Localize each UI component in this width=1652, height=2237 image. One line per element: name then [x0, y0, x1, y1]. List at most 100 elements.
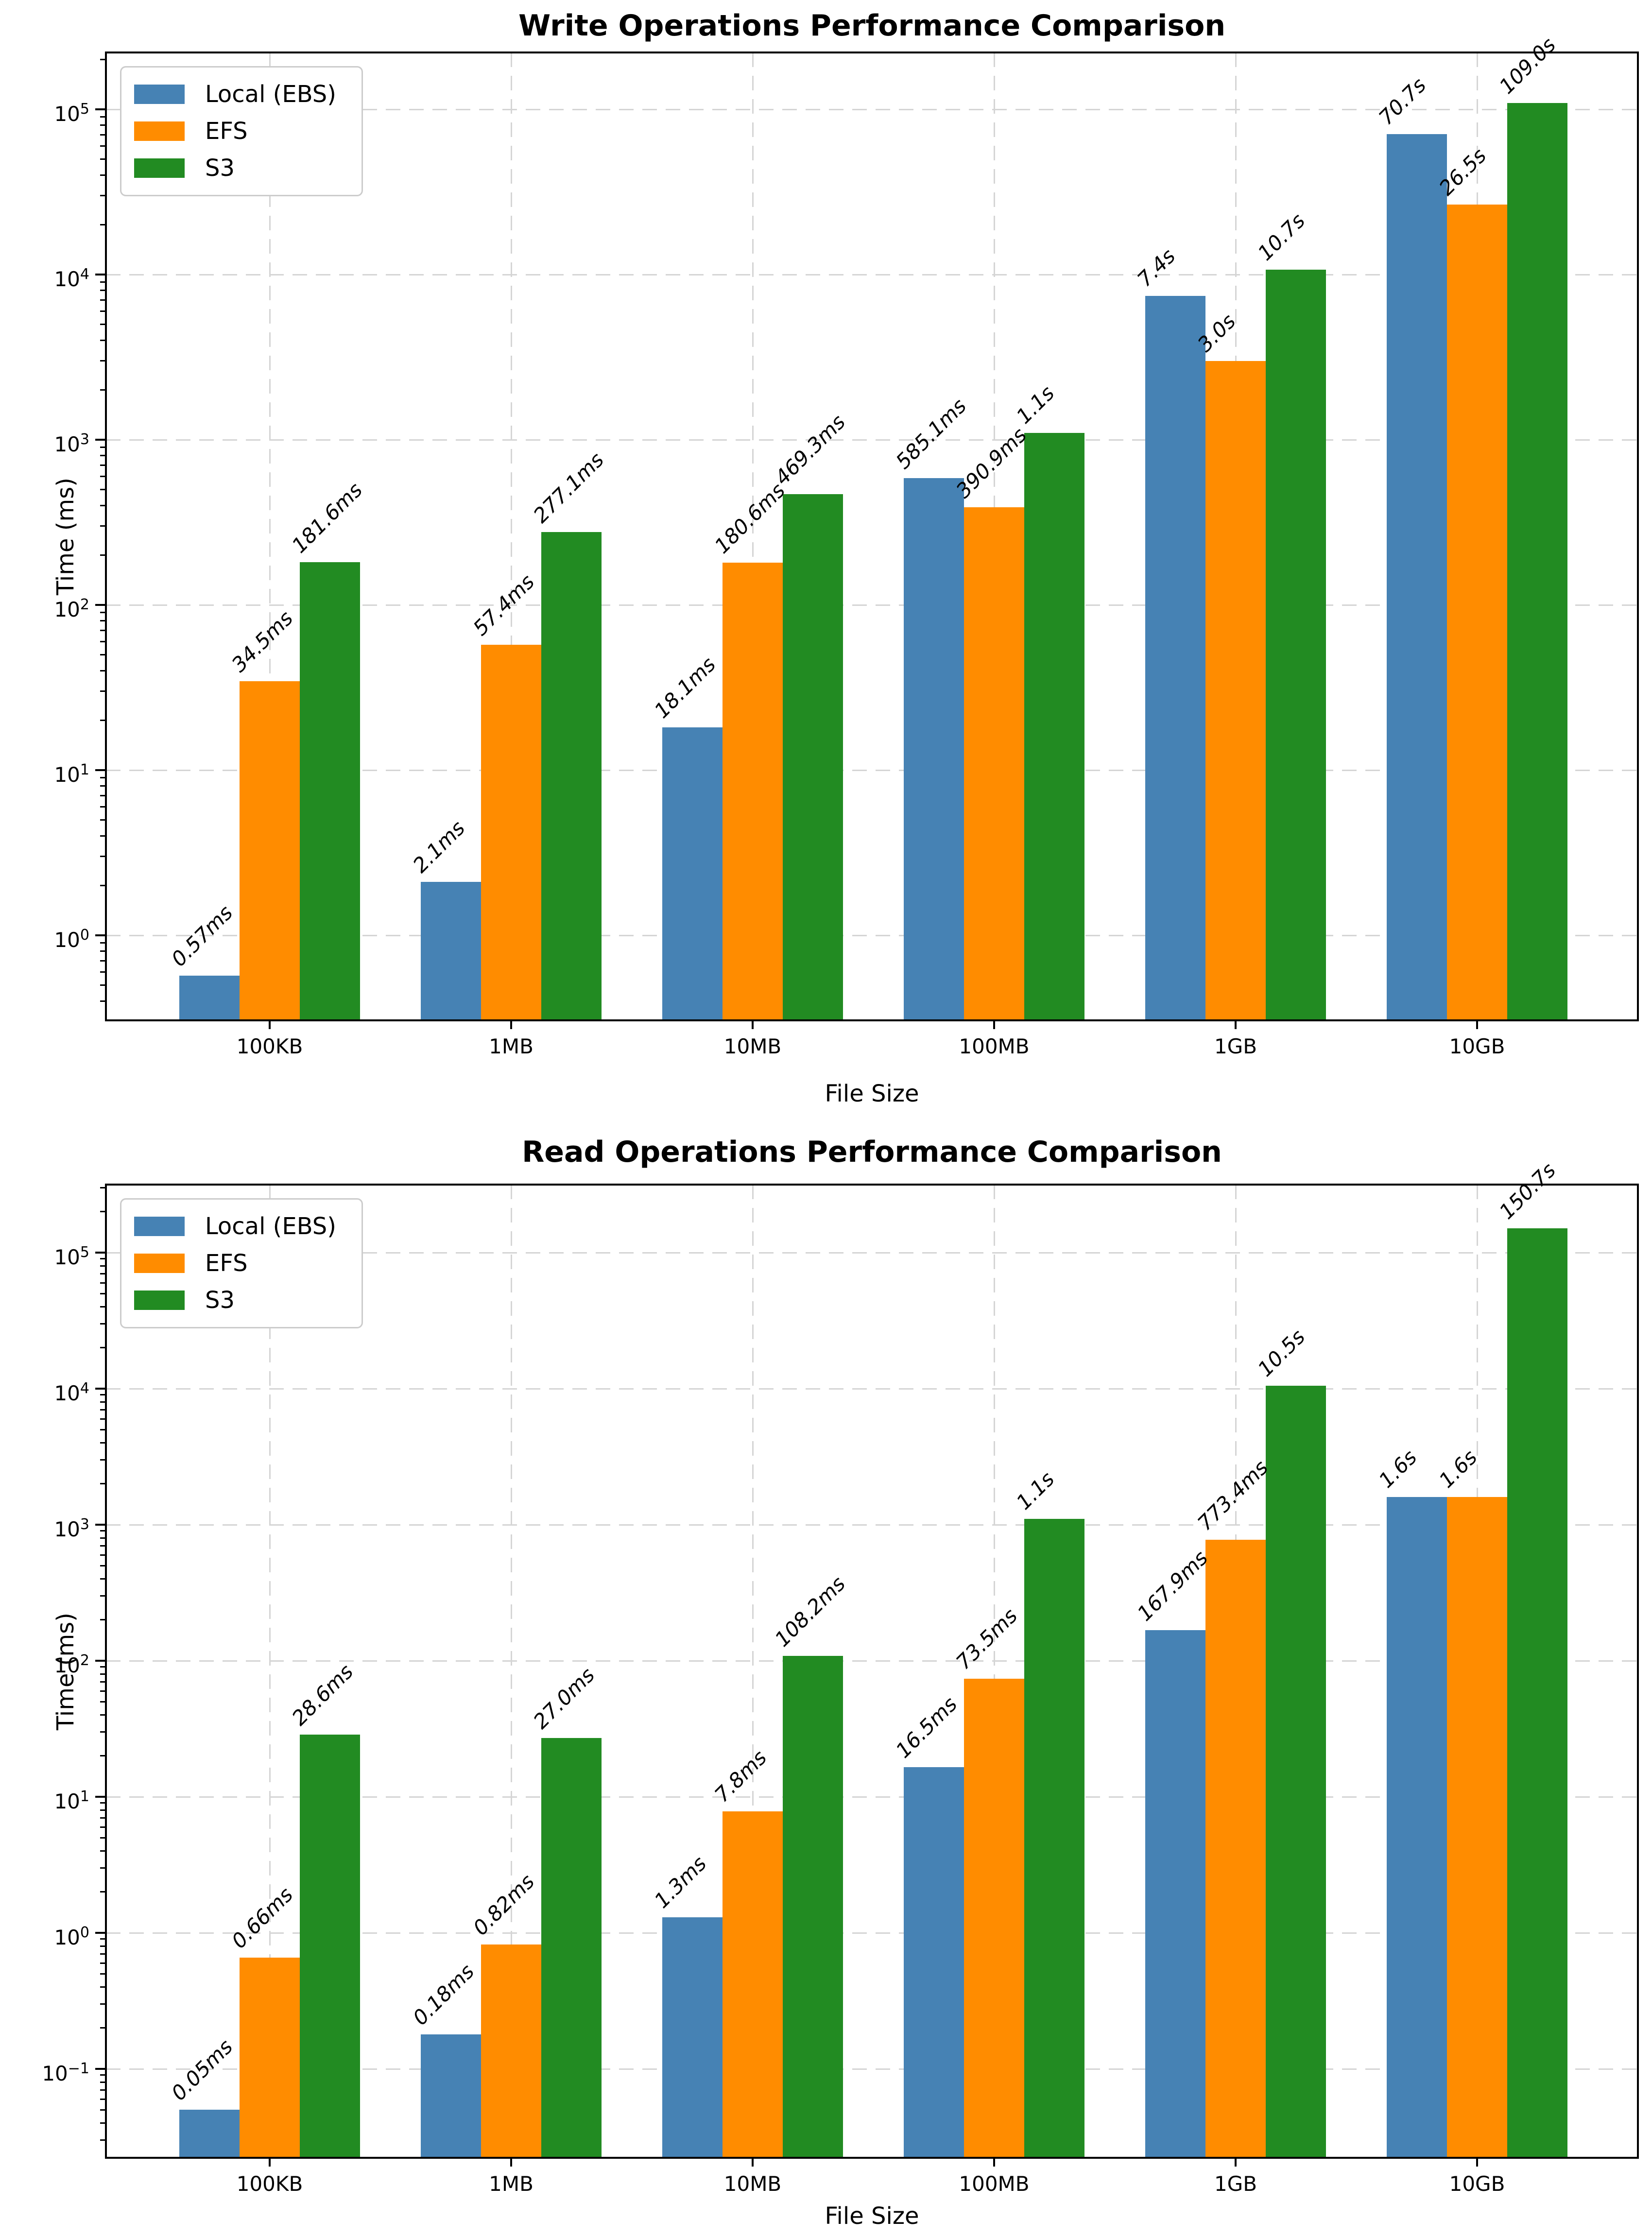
- y-axis-minor-tick: [100, 2122, 106, 2124]
- bar-s3-10gb: [1507, 1228, 1567, 2158]
- y-axis-minor-tick: [100, 1817, 106, 1819]
- y-axis-minor-tick: [100, 1211, 106, 1213]
- y-axis-minor-tick: [100, 654, 106, 655]
- y-axis-minor-tick: [100, 1731, 106, 1733]
- bar-value-label: 469.3ms: [770, 410, 850, 490]
- y-axis-minor-tick: [100, 1418, 106, 1420]
- bar-local-ebs-10gb: [1387, 1497, 1447, 2158]
- read-plot-area: 10−1 100 101 102 103 104 105 100KB 1MB 10MB 100MB 1…: [42, 1158, 1639, 2196]
- bar-value-label: 181.6ms: [287, 478, 367, 558]
- write-plot-area: 100 101 102 103 104 105 100KB 1MB 10MB 100MB 1GB 10…: [54, 33, 1639, 1058]
- right-spine: [1637, 52, 1639, 1021]
- left-spine: [105, 1184, 107, 2159]
- bar-value-label: 1.1s: [1012, 1467, 1059, 1515]
- y-axis-minor-tick: [100, 59, 106, 61]
- bar-local-ebs-10mb: [662, 1917, 723, 2158]
- vertical-gridline: [994, 1185, 995, 2158]
- x-axis-tick-label: 100MB: [959, 1034, 1030, 1058]
- y-axis-tick-label: 10−1: [42, 2060, 89, 2085]
- x-axis-tick-label: 100KB: [236, 1034, 303, 1058]
- y-axis-minor-tick: [100, 1619, 106, 1621]
- x-axis-tick: [510, 1020, 512, 1029]
- legend-swatch-s3: [134, 158, 185, 178]
- bar-local-ebs-1gb: [1145, 1630, 1205, 2158]
- y-axis-tick-label: 101: [54, 761, 89, 787]
- y-axis-minor-tick: [100, 1690, 106, 1692]
- y-axis-tick-label: 104: [54, 266, 89, 291]
- x-axis-tick-label: 100KB: [236, 2172, 303, 2196]
- y-axis-minor-tick: [100, 2139, 106, 2141]
- bar-value-label: 585.1ms: [891, 394, 971, 474]
- vertical-gridline: [269, 52, 271, 1020]
- bar-s3-100mb: [1024, 432, 1084, 1020]
- bar-local-ebs-100kb: [179, 2110, 240, 2158]
- y-axis-minor-tick: [100, 525, 106, 527]
- y-axis-major-tick: [95, 934, 106, 936]
- horizontal-gridline: [106, 1524, 1638, 1526]
- legend-box: Local (EBS) EFS S3: [120, 1198, 363, 1328]
- y-axis-minor-tick: [100, 960, 106, 962]
- bar-local-ebs-100kb: [179, 976, 240, 1020]
- y-axis-major-tick: [95, 1932, 106, 1934]
- legend-swatch-local-ebs: [134, 1217, 185, 1236]
- legend-item: Local (EBS): [134, 76, 349, 113]
- bar-local-ebs-10mb: [662, 727, 723, 1020]
- y-axis-minor-tick: [100, 554, 106, 556]
- y-axis-minor-tick: [100, 310, 106, 312]
- y-axis-minor-tick: [100, 465, 106, 466]
- x-axis-tick-label: 10GB: [1449, 1034, 1505, 1058]
- y-axis-major-tick: [95, 1796, 106, 1798]
- write-x-axis-label: File Size: [825, 1080, 919, 1107]
- y-axis-minor-tick: [100, 612, 106, 614]
- bar-local-ebs-100mb: [904, 1767, 964, 2158]
- y-axis-minor-tick: [100, 281, 106, 283]
- y-axis-minor-tick: [100, 777, 106, 779]
- y-axis-minor-tick: [100, 1000, 106, 1002]
- y-axis-minor-tick: [100, 806, 106, 808]
- x-axis-tick: [510, 2158, 512, 2167]
- bar-efs-1gb: [1205, 1540, 1266, 2158]
- y-axis-tick-label: 102: [54, 1652, 89, 1677]
- y-axis-minor-tick: [100, 1537, 106, 1539]
- bar-value-label: 0.05ms: [167, 2034, 238, 2105]
- y-axis-minor-tick: [100, 299, 106, 301]
- y-axis-minor-tick: [100, 984, 106, 986]
- y-axis-minor-tick: [100, 1442, 106, 1444]
- y-axis-tick-label: 105: [54, 1244, 89, 1269]
- bottom-spine: [105, 1019, 1639, 1021]
- y-axis-minor-tick: [100, 950, 106, 952]
- y-axis-minor-tick: [100, 116, 106, 118]
- bar-efs-100kb: [240, 1957, 300, 2158]
- bar-s3-100kb: [300, 1735, 360, 2158]
- y-axis-major-tick: [95, 1660, 106, 1662]
- bar-value-label: 28.6ms: [287, 1659, 358, 1730]
- y-axis-minor-tick: [100, 1187, 106, 1188]
- y-axis-tick-label: 105: [54, 101, 89, 126]
- x-axis-tick: [1476, 1020, 1478, 1029]
- x-axis-tick-label: 10GB: [1449, 2172, 1505, 2196]
- bar-s3-1mb: [541, 532, 602, 1020]
- horizontal-gridline: [106, 1932, 1638, 1934]
- y-axis-minor-tick: [100, 1258, 106, 1260]
- bar-value-label: 18.1ms: [650, 652, 721, 723]
- bar-value-label: 2.1ms: [408, 816, 470, 878]
- y-axis-tick-label: 103: [54, 1516, 89, 1541]
- y-axis-minor-tick: [100, 1401, 106, 1403]
- y-axis-minor-tick: [100, 1891, 106, 1893]
- horizontal-gridline: [106, 1252, 1638, 1254]
- y-axis-minor-tick: [100, 1545, 106, 1547]
- bar-local-ebs-10gb: [1387, 134, 1447, 1020]
- y-axis-minor-tick: [100, 1265, 106, 1267]
- y-axis-minor-tick: [100, 885, 106, 887]
- y-axis-minor-tick: [100, 971, 106, 973]
- y-axis-minor-tick: [100, 640, 106, 642]
- y-axis-major-tick: [95, 2068, 106, 2070]
- x-axis-tick: [993, 1020, 995, 1029]
- y-axis-minor-tick: [100, 1554, 106, 1556]
- y-axis-major-tick: [95, 769, 106, 771]
- y-axis-minor-tick: [100, 1673, 106, 1675]
- y-axis-minor-tick: [100, 620, 106, 622]
- x-axis-tick-label: 1MB: [489, 1034, 533, 1058]
- bar-value-label: 0.18ms: [408, 1959, 479, 2030]
